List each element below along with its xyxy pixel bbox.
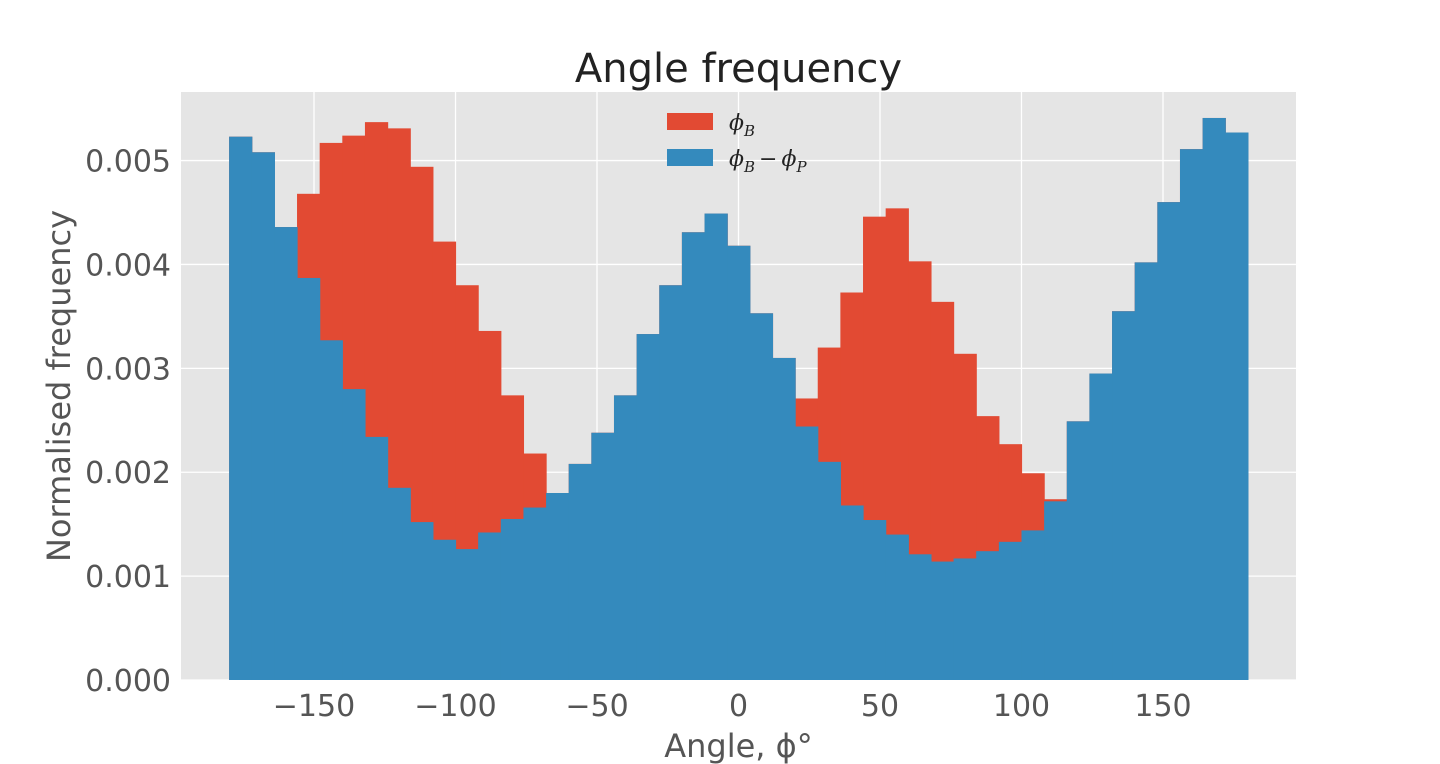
histogram-bar (1066, 421, 1091, 680)
histogram-bar (1202, 117, 1226, 680)
histogram-bar (1179, 149, 1204, 680)
legend-label-phi-b: ϕB (729, 111, 755, 140)
histogram-bar (523, 507, 547, 680)
y-tick-label: 0.004 (85, 248, 171, 283)
histogram-bar (1044, 501, 1068, 680)
x-tick-label: −100 (414, 689, 496, 724)
histogram-bar (342, 389, 366, 680)
histogram-bar (455, 549, 479, 680)
histogram-bar (727, 245, 751, 680)
histogram-bar (1089, 373, 1113, 680)
histogram-bar (636, 334, 660, 680)
histogram-bar (546, 493, 570, 680)
y-tick-label: 0.002 (85, 456, 171, 491)
x-tick-label: 0 (729, 689, 748, 724)
x-tick-label: 150 (1134, 689, 1191, 724)
chart-title: Angle frequency (575, 46, 902, 92)
histogram-bar (863, 520, 887, 680)
y-tick-label: 0.003 (85, 352, 171, 387)
histogram-bar (274, 227, 298, 680)
y-tick-label: 0.001 (85, 560, 171, 595)
y-axis-label: Normalised frequency (40, 210, 78, 562)
legend-swatch-phi-b (667, 113, 713, 130)
x-tick-label: 100 (993, 689, 1050, 724)
histogram-bar (387, 487, 411, 680)
histogram-bar (749, 313, 774, 680)
histogram-bar (795, 426, 819, 680)
histogram-bar (319, 340, 343, 680)
histogram-bar (953, 558, 977, 680)
histogram-bar (772, 357, 796, 680)
histogram-bar (613, 395, 638, 680)
histogram-bar (432, 539, 457, 680)
y-tick-label: 0.005 (85, 145, 171, 180)
histogram-bar (908, 554, 932, 680)
legend: ϕB ϕB − ϕP (667, 111, 807, 176)
histogram-bar (568, 463, 592, 680)
series-phi-b-minus-phi-p-bars (229, 117, 1249, 681)
histogram-bar (659, 285, 683, 680)
histogram-bar (681, 232, 706, 680)
histogram-bar (1225, 132, 1249, 681)
histogram-bar (1021, 530, 1045, 680)
x-tick-label: 50 (861, 689, 899, 724)
histogram-bar (885, 534, 909, 680)
histogram-bar (976, 551, 1000, 680)
y-axis-ticks: 0.000 0.001 0.002 0.003 0.004 0.005 (85, 145, 171, 699)
x-tick-label: −150 (273, 689, 355, 724)
x-axis-label: Angle, ϕ° (664, 727, 813, 764)
histogram-bar (817, 461, 841, 680)
histogram-bar (1112, 311, 1136, 680)
histogram-bar (840, 505, 864, 680)
histogram-bar (998, 541, 1023, 680)
legend-swatch-phi-b-minus-phi-p (667, 149, 713, 166)
histogram-bar (251, 152, 275, 681)
histogram-bar (229, 136, 253, 680)
histogram-bar (500, 518, 525, 680)
histogram-bar (1157, 202, 1181, 680)
histogram-bar (930, 561, 955, 680)
histogram-bar (297, 277, 321, 680)
histogram-bar (410, 522, 434, 680)
histogram-bar (364, 436, 389, 680)
x-tick-label: −50 (565, 689, 628, 724)
x-axis-ticks: −150 −100 −50 0 50 100 150 (273, 689, 1192, 724)
histogram-bar (478, 532, 502, 680)
histogram-bar (591, 432, 615, 680)
histogram-bar (704, 213, 728, 680)
histogram-bar (1134, 262, 1158, 680)
legend-label-phi-b-minus-phi-p: ϕB − ϕP (729, 147, 807, 176)
y-tick-label: 0.000 (85, 664, 171, 699)
